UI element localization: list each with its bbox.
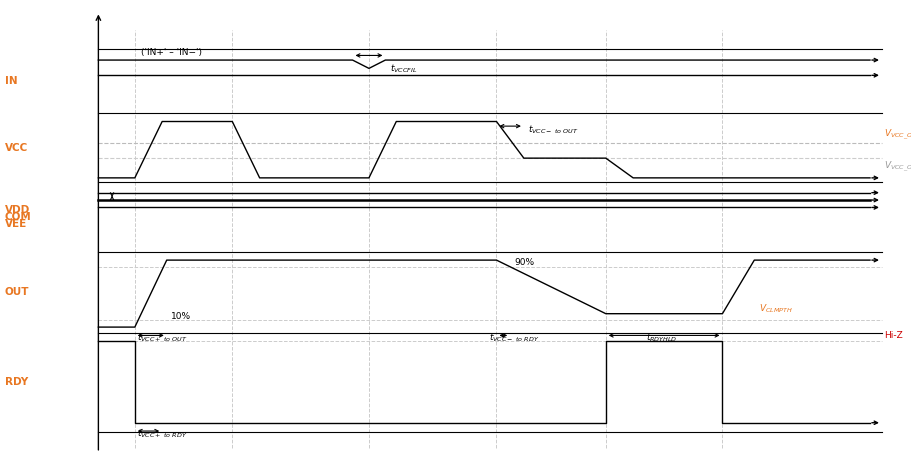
Text: VDD: VDD <box>5 205 30 215</box>
Text: IN: IN <box>5 76 17 86</box>
Text: 90%: 90% <box>515 258 535 267</box>
Text: ('IN+' – 'IN−'): ('IN+' – 'IN−') <box>141 49 202 57</box>
Text: $t_{VCC+\ to\ RDY}$: $t_{VCC+\ to\ RDY}$ <box>137 427 187 440</box>
Text: OUT: OUT <box>5 287 29 297</box>
Text: VEE: VEE <box>5 219 26 229</box>
Text: VCC: VCC <box>5 143 28 153</box>
Text: COM: COM <box>5 212 31 222</box>
Text: $t_{VCC+\ to\ OUT}$: $t_{VCC+\ to\ OUT}$ <box>137 332 188 344</box>
Text: $V_{CLMPTH}$: $V_{CLMPTH}$ <box>759 303 793 315</box>
Text: Hi-Z: Hi-Z <box>884 331 903 340</box>
Text: $t_{RDYHLD}$: $t_{RDYHLD}$ <box>646 332 678 344</box>
Text: $t_{VCC-\ to\ RDY}$: $t_{VCC-\ to\ RDY}$ <box>489 332 539 344</box>
Text: $t_{VCC-\ to\ OUT}$: $t_{VCC-\ to\ OUT}$ <box>528 124 579 136</box>
Text: $V_{VCC\_OFF}$: $V_{VCC\_OFF}$ <box>884 159 911 174</box>
Text: $V_{VCC\_ON}$: $V_{VCC\_ON}$ <box>884 127 911 141</box>
Text: RDY: RDY <box>5 377 28 387</box>
Text: 10%: 10% <box>171 312 191 321</box>
Text: $t_{VCCFIL}$: $t_{VCCFIL}$ <box>390 62 417 75</box>
